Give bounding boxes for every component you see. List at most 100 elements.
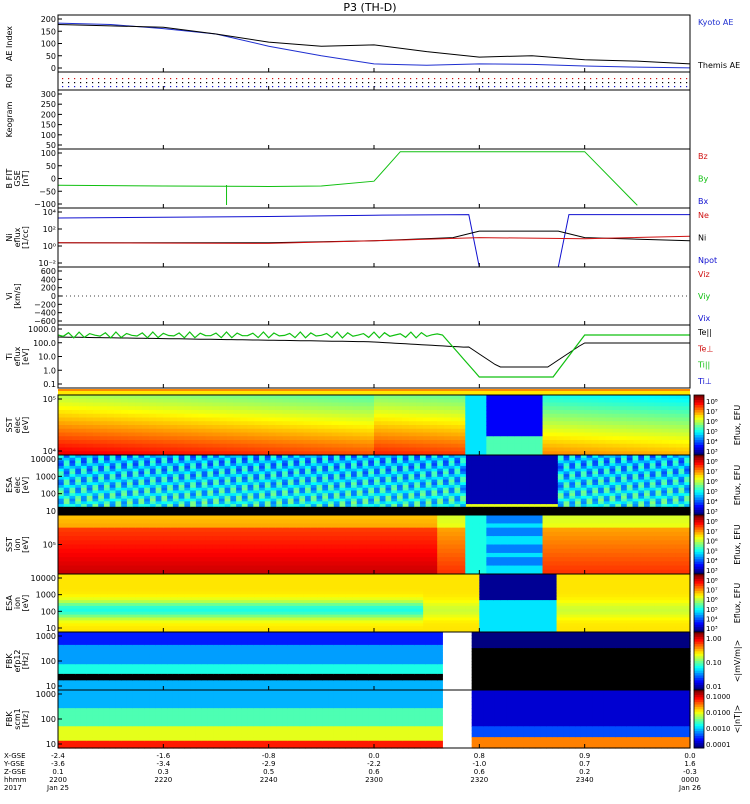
colorbar-tick: 10⁸ (706, 518, 718, 526)
roi-dot (530, 82, 531, 83)
sst-ion-spectrogram (58, 515, 691, 575)
ytick-label-fbk_b: 10 (46, 740, 56, 749)
roi-dot (128, 86, 129, 87)
roi-dot (152, 78, 153, 79)
roi-dot (632, 86, 633, 87)
roi-dot (506, 86, 507, 87)
ylabel-fbk_b: [Hz] (21, 711, 30, 727)
ytick-label-bfit: 100 (41, 149, 56, 158)
roi-dot (482, 86, 483, 87)
roi-dot (182, 82, 183, 83)
colorbar-cb3 (694, 515, 704, 575)
roi-dot (176, 86, 177, 87)
colorbar-tick: 10⁶ (706, 538, 718, 546)
ylabel-esa_e: [eV] (21, 477, 30, 494)
roi-dot (488, 78, 489, 79)
roi-dot (188, 78, 189, 79)
xaxis-tick-label: 0.0 (684, 752, 695, 760)
ytick-label-fbk_b: 1000 (36, 690, 56, 699)
roi-dot (218, 86, 219, 87)
ylabel-roi: ROI (5, 74, 14, 88)
roi-dot (362, 82, 363, 83)
roi-dot (554, 78, 555, 79)
ytick-label-ni: 10⁴ (43, 208, 56, 217)
roi-dot (134, 78, 135, 79)
roi-dot (476, 78, 477, 79)
roi-dot (680, 78, 681, 79)
colorbar-tick: 10⁵ (706, 428, 718, 436)
colorbar-label: Eflux, EFU (733, 524, 742, 565)
roi-dot (656, 86, 657, 87)
roi-dot (512, 86, 513, 87)
roi-dot (104, 82, 105, 83)
roi-dot (638, 78, 639, 79)
roi-dot (116, 78, 117, 79)
roi-dot (122, 78, 123, 79)
ylabel-ti: [eV] (21, 348, 30, 365)
xaxis-tick-label: 0.1 (52, 768, 63, 776)
roi-dot (602, 86, 603, 87)
roi-dot (458, 82, 459, 83)
roi-dot (362, 86, 363, 87)
roi-dot (566, 78, 567, 79)
legend-ti: Ti⊥ (697, 377, 712, 386)
colorbar-tick: 0.0100 (706, 709, 731, 717)
xaxis-tick-label: -1.0 (472, 760, 486, 768)
colorbar-label: Eflux, EFU (733, 583, 742, 624)
ytick-label-ae: 50 (46, 52, 56, 61)
roi-dot (614, 86, 615, 87)
roi-dot (158, 78, 159, 79)
roi-dot (494, 78, 495, 79)
roi-dot (590, 82, 591, 83)
roi-dot (212, 78, 213, 79)
colorbar-tick: 0.01 (706, 683, 722, 691)
legend-ni: Ne (698, 211, 709, 220)
roi-dot (62, 86, 63, 87)
roi-dot (686, 82, 687, 83)
roi-dot (668, 86, 669, 87)
roi-dot (422, 86, 423, 87)
ylabel-sst_i: [eV] (21, 536, 30, 553)
roi-dot (614, 82, 615, 83)
roi-dot (398, 86, 399, 87)
legend-ti: Te|| (697, 328, 712, 337)
colorbar-tick: 0.1000 (706, 693, 731, 701)
ytick-label-ni: 10⁰ (43, 242, 56, 251)
roi-dot (506, 82, 507, 83)
roi-dot (584, 82, 585, 83)
roi-dot (338, 86, 339, 87)
roi-dot (62, 78, 63, 79)
roi-dot (530, 78, 531, 79)
roi-dot (314, 78, 315, 79)
ytick-label-ae: 0 (51, 64, 56, 73)
roi-dot (308, 78, 309, 79)
roi-dot (590, 86, 591, 87)
xaxis-tick-label: -2.2 (367, 760, 381, 768)
roi-dot (386, 82, 387, 83)
roi-dot (392, 86, 393, 87)
roi-dot (542, 78, 543, 79)
roi-dot (188, 86, 189, 87)
roi-dot (590, 78, 591, 79)
roi-dot (566, 82, 567, 83)
xaxis-tick-label: Jan 26 (678, 784, 701, 792)
xaxis-tick-label: 0.5 (263, 768, 274, 776)
roi-dot (212, 82, 213, 83)
roi-dot (308, 82, 309, 83)
roi-dot (146, 86, 147, 87)
roi-dot (620, 78, 621, 79)
roi-dot (488, 82, 489, 83)
roi-dot (572, 82, 573, 83)
legend-ae: Kyoto AE (698, 18, 733, 27)
ytick-label-bfit: −50 (39, 187, 56, 196)
roi-dot (458, 78, 459, 79)
roi-dot (266, 82, 267, 83)
roi-dot (230, 86, 231, 87)
roi-dot (284, 82, 285, 83)
roi-dot (674, 86, 675, 87)
roi-dot (596, 82, 597, 83)
roi-dot (560, 82, 561, 83)
roi-dot (140, 82, 141, 83)
roi-dot (380, 82, 381, 83)
